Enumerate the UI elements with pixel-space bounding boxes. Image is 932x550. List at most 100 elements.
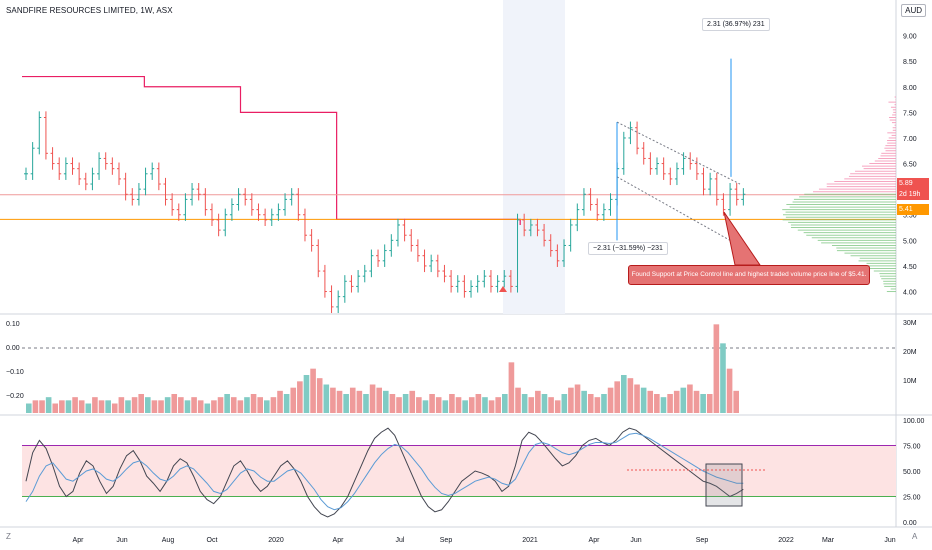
- volume-bar: [363, 394, 369, 413]
- measure-up-label: 2.31 (36.97%) 231: [702, 18, 770, 31]
- volume-bar: [727, 369, 733, 413]
- volume-bar: [608, 388, 614, 413]
- volume-bar: [343, 394, 349, 413]
- volume-bar: [443, 400, 449, 413]
- volume-bar: [158, 400, 164, 413]
- auto-scale-button[interactable]: A: [912, 532, 917, 541]
- volume-bar: [52, 404, 58, 414]
- volume-bar: [376, 388, 382, 413]
- volume-bar: [601, 394, 607, 413]
- volume-bar: [502, 394, 508, 413]
- volume-bar: [588, 394, 594, 413]
- annotation-note: Found Support at Price Control line and …: [628, 265, 870, 285]
- volume-bar: [264, 400, 270, 413]
- volume-bar: [403, 394, 409, 413]
- volume-bar: [33, 400, 39, 413]
- volume-bar: [568, 388, 574, 413]
- measure-down-label: −2.31 (−31.59%) −231: [588, 242, 668, 255]
- volume-bar: [310, 369, 316, 413]
- volume-bar: [509, 362, 515, 413]
- level-price-tag: 5.41: [897, 204, 929, 215]
- volume-bar: [138, 394, 144, 413]
- countdown-tag: 2d 19h: [897, 189, 929, 200]
- volume-bar: [277, 391, 283, 413]
- volume-bar: [171, 394, 177, 413]
- volume-bar: [390, 394, 396, 413]
- volume-right-tick: 30M: [903, 320, 917, 327]
- volume-bar: [515, 388, 521, 413]
- x-tick-label: 2020: [268, 537, 284, 544]
- price-control-line: [22, 77, 520, 225]
- osc-tick: 75.00: [903, 444, 921, 451]
- x-tick-label: Mar: [822, 537, 835, 544]
- x-tick-label: Oct: [207, 537, 218, 544]
- y-tick-label: 7.50: [903, 110, 917, 117]
- x-tick-label: Apr: [333, 537, 345, 544]
- highlight-zone: [503, 0, 565, 314]
- chart-title: SANDFIRE RESOURCES LIMITED, 1W, ASX: [6, 6, 173, 15]
- volume-bar: [205, 404, 211, 414]
- x-tick-label: Jun: [630, 537, 641, 544]
- volume-bar: [337, 391, 343, 413]
- volume-bar: [145, 397, 151, 413]
- volume-bar: [92, 397, 98, 413]
- volume-bar: [238, 400, 244, 413]
- x-tick-label: Aug: [162, 537, 175, 544]
- volume-bar: [105, 400, 111, 413]
- volume-bar: [522, 394, 528, 413]
- volume-bar: [284, 394, 290, 413]
- osc-tick: 50.00: [903, 469, 921, 476]
- volume-bar: [79, 400, 85, 413]
- volume-bar: [654, 394, 660, 413]
- y-tick-label: 7.00: [903, 136, 917, 143]
- volume-left-tick: −0.20: [6, 393, 24, 400]
- volume-bar: [707, 394, 713, 413]
- volume-bar: [224, 394, 230, 413]
- x-tick-label: Sep: [440, 537, 453, 544]
- volume-bar: [383, 391, 389, 413]
- volume-bar: [132, 397, 138, 413]
- volume-bar: [681, 388, 687, 413]
- volume-bar: [191, 397, 197, 413]
- volume-bar: [125, 400, 131, 413]
- volume-bar: [469, 397, 475, 413]
- volume-bar: [436, 397, 442, 413]
- volume-bar: [614, 381, 620, 413]
- annotation-pointer: [724, 212, 760, 265]
- volume-bar: [495, 397, 501, 413]
- volume-bar: [59, 400, 65, 413]
- volume-bar: [396, 397, 402, 413]
- last-price-tag: 5.89: [897, 178, 929, 189]
- zoom-toggle-icon[interactable]: Z: [6, 532, 11, 541]
- volume-bar: [555, 400, 561, 413]
- x-tick-label: 2021: [522, 537, 538, 544]
- x-tick-label: Apr: [73, 537, 85, 544]
- volume-bar: [357, 391, 363, 413]
- volume-bar: [489, 400, 495, 413]
- volume-bar: [482, 397, 488, 413]
- volume-bar: [687, 385, 693, 414]
- volume-bar: [350, 388, 356, 413]
- volume-bar: [581, 391, 587, 413]
- y-tick-label: 8.00: [903, 85, 917, 92]
- x-tick-label: Sep: [696, 537, 709, 544]
- volume-bar: [416, 397, 422, 413]
- volume-bar: [72, 397, 78, 413]
- osc-band: [22, 446, 896, 497]
- volume-bar: [370, 385, 376, 414]
- volume-bar: [112, 404, 118, 414]
- y-tick-label: 4.50: [903, 264, 917, 271]
- volume-bar: [720, 343, 726, 413]
- y-tick-label: 5.00: [903, 238, 917, 245]
- volume-bar: [661, 397, 667, 413]
- volume-bar: [634, 385, 640, 414]
- volume-bar: [198, 400, 204, 413]
- volume-bar: [733, 391, 739, 413]
- volume-bar: [628, 378, 634, 413]
- volume-bar: [257, 397, 263, 413]
- x-tick-label: Jul: [396, 537, 405, 544]
- volume-bar: [476, 394, 482, 413]
- volume-bar: [535, 391, 541, 413]
- currency-badge[interactable]: AUD: [901, 4, 926, 17]
